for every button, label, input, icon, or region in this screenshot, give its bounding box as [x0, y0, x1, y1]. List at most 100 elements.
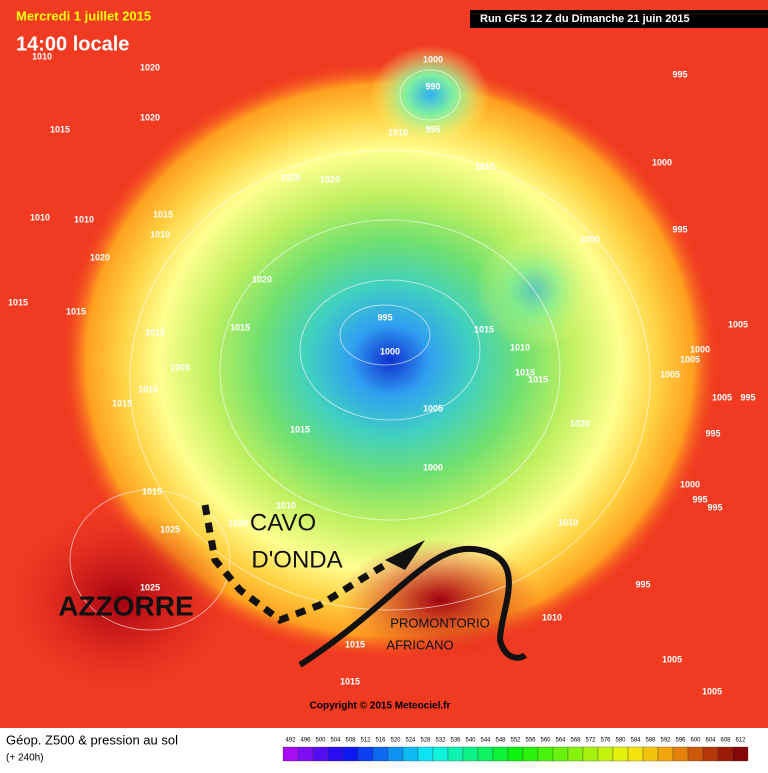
colorbar-tick-label: 580: [615, 738, 626, 744]
colorbar-tick-label: 552: [510, 738, 521, 744]
colorbar-cell: [582, 746, 599, 762]
isobar-label: 1015: [290, 424, 310, 434]
isobar-label: 1005: [702, 686, 722, 696]
legend-title: Géop. Z500 & pression au sol: [6, 732, 178, 747]
isobar-label: 1005: [423, 403, 443, 413]
isobar-label: 995: [672, 224, 687, 234]
colorbar-cell: [537, 746, 554, 762]
isobar-label: 1010: [542, 612, 562, 622]
colorbar-tick-label: 524: [405, 738, 416, 744]
colorbar-cell: [342, 746, 359, 762]
isobar-label: 1010: [138, 384, 158, 394]
isobar-label: 995: [692, 494, 707, 504]
colorbar-tick-label: 576: [600, 738, 611, 744]
colorbar-tick-label: 556: [525, 738, 536, 744]
colorbar-cell: [657, 746, 674, 762]
colorbar-tick-label: 516: [375, 738, 386, 744]
colorbar-cell: [627, 746, 644, 762]
isobar-label: 1010: [510, 342, 530, 352]
colorbar-tick-label: 568: [570, 738, 581, 744]
trough-line: [201, 504, 387, 624]
colorbar-cell: [447, 746, 464, 762]
colorbar-tick-label: 612: [735, 738, 746, 744]
colorbar-cell: [732, 746, 749, 762]
colorbar-cell: [507, 746, 524, 762]
annotation: D'ONDA: [251, 546, 342, 573]
isobar-label: 1015: [142, 486, 162, 496]
colorbar-cell: [327, 746, 344, 762]
isobar-label: 1010: [558, 517, 578, 527]
height-field: [60, 60, 720, 660]
low-field: [370, 45, 490, 145]
isobar-label: 990: [425, 81, 440, 91]
colorbar-tick-label: 564: [555, 738, 566, 744]
colorbar-tick-label: 560: [540, 738, 551, 744]
time: 14:00 locale: [16, 33, 129, 55]
colorbar-cell: [567, 746, 584, 762]
colorbar-tick-label: 500: [315, 738, 326, 744]
annotation: AFRICANO: [386, 637, 453, 652]
legend-lead: (+ 240h): [6, 753, 44, 764]
colorbar-cell: [417, 746, 434, 762]
colorbar-cell: [612, 746, 629, 762]
isobar-label: 1000: [580, 234, 600, 244]
annotation: AZZORRE: [58, 590, 193, 621]
colorbar-tick-label: 512: [360, 738, 371, 744]
isobar-label: 995: [705, 428, 720, 438]
isobar-label: 1010: [276, 500, 296, 510]
colorbar-tick-label: 544: [480, 738, 491, 744]
colorbar-cell: [477, 746, 494, 762]
isobar-label: 1020: [252, 274, 272, 284]
isobar-label: 1005: [662, 654, 682, 664]
isobar-label: 1000: [423, 54, 443, 64]
arrow-head: [385, 540, 425, 570]
isobar-label: 1005: [680, 354, 700, 364]
isobar-label: 1000: [690, 344, 710, 354]
colorbar-tick-label: 504: [330, 738, 341, 744]
colorbar-tick-label: 572: [585, 738, 596, 744]
isobar-label: 995: [425, 124, 440, 134]
colorbar-tick-label: 492: [285, 738, 296, 744]
isobar-label: 1025: [140, 582, 160, 592]
high-field: [340, 540, 540, 660]
isobar-label: 1000: [423, 462, 443, 472]
isobar-label: 995: [672, 69, 687, 79]
colorbar-tick-label: 520: [390, 738, 401, 744]
isobar-label: 995: [740, 392, 755, 402]
colorbar-cell: [312, 746, 329, 762]
isobar-label: 1025: [280, 172, 300, 182]
ridge-line: [298, 545, 528, 668]
isobar-label: 1015: [475, 161, 495, 171]
isobar-label: 1015: [153, 209, 173, 219]
isobar-label: 1015: [345, 639, 365, 649]
colorbar-cell: [387, 746, 404, 762]
annotation: CAVO: [250, 509, 316, 536]
isobar-label: 1010: [74, 214, 94, 224]
colorbar-cell: [372, 746, 389, 762]
colorbar-cell: [717, 746, 734, 762]
isobar-label: 995: [707, 502, 722, 512]
colorbar-tick-label: 532: [435, 738, 446, 744]
colorbar-tick-label: 496: [300, 738, 311, 744]
colorbar-tick-label: 592: [660, 738, 671, 744]
isobar-label: 1000: [380, 346, 400, 356]
isobar-label: 1015: [528, 374, 548, 384]
isobar-label: 1010: [388, 127, 408, 137]
isobar-label: 1010: [150, 229, 170, 239]
colorbar-cell: [642, 746, 659, 762]
isobar-label: 1005: [728, 319, 748, 329]
isobar-label: 1015: [8, 297, 28, 307]
colorbar-cell: [552, 746, 569, 762]
colorbar-cell: [597, 746, 614, 762]
isobar-label: 1015: [145, 327, 165, 337]
isobar-label: 1020: [570, 418, 590, 428]
isobar-label: 1015: [515, 367, 535, 377]
isobar-label: 1020: [140, 112, 160, 122]
colorbar-tick-label: 528: [420, 738, 431, 744]
isobar-label: 995: [635, 579, 650, 589]
isobar-label: 1005: [170, 362, 190, 372]
isobar-label: 1020: [140, 62, 160, 72]
colorbar-tick-label: 588: [645, 738, 656, 744]
isobar-label: 1015: [112, 398, 132, 408]
